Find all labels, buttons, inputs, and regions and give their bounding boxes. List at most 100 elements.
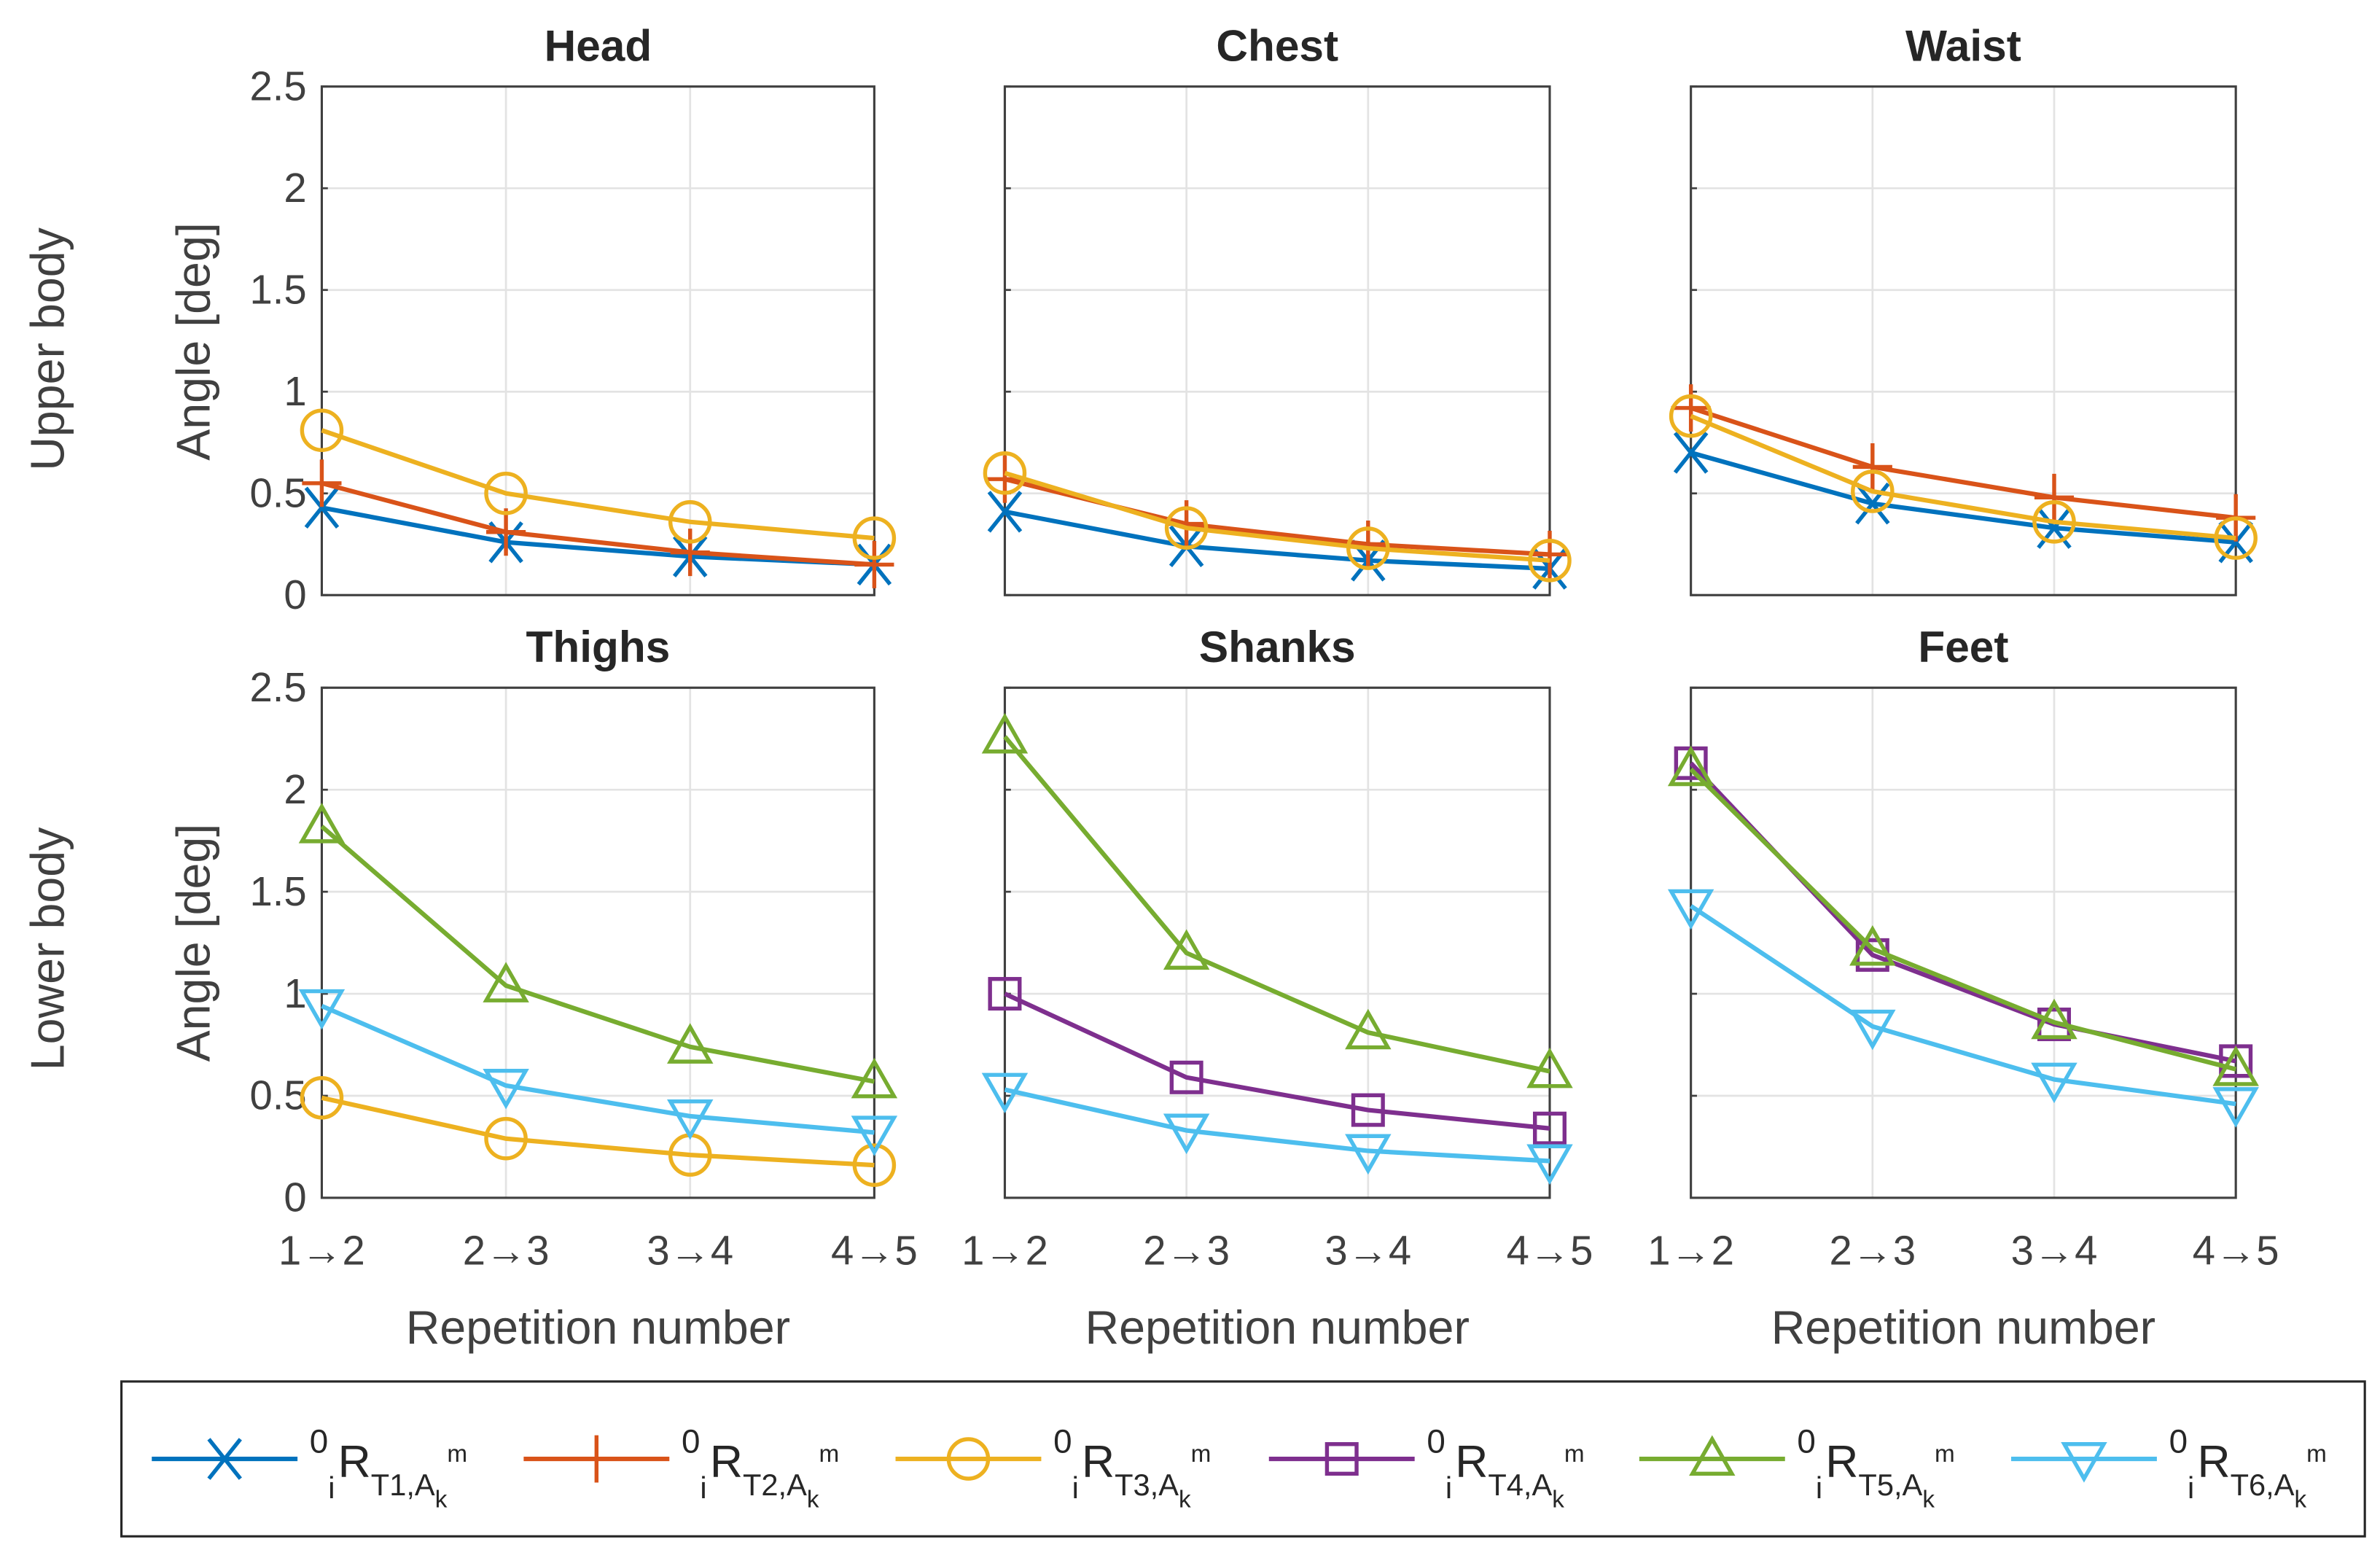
x-tick-label: 1→2 <box>278 1228 365 1274</box>
triangle-down-marker <box>1345 1134 1392 1175</box>
legend-subsub: k <box>1179 1487 1191 1514</box>
triangle-down-marker <box>1667 889 1714 930</box>
x-tick-label: 4→5 <box>2193 1228 2279 1274</box>
series-T3 <box>1669 394 2258 560</box>
subplot-title: Thighs <box>526 622 670 671</box>
series-line <box>1689 767 2236 1072</box>
plot-area <box>1004 86 1550 596</box>
legend-sup: m <box>2306 1441 2327 1468</box>
subplot-title: Chest <box>1216 20 1338 70</box>
subplot-title: Shanks <box>1199 622 1356 671</box>
legend-pre-sup: 0 <box>1053 1423 1072 1460</box>
y-tick-label: 2.5 <box>249 63 306 109</box>
square-marker <box>1532 1111 1567 1145</box>
legend-label: 0iRT5,Akm <box>1797 1423 1954 1514</box>
circle-marker <box>1528 539 1572 583</box>
x-tick-label: 4→5 <box>1507 1228 1593 1274</box>
triangle-up-marker <box>483 962 529 1002</box>
triangle-down-marker <box>2061 1442 2107 1483</box>
series-line <box>321 1095 875 1168</box>
triangle-down-marker <box>1849 1009 1896 1051</box>
series-line <box>1004 509 1550 572</box>
circle-marker <box>1669 394 1713 438</box>
axes-box <box>1690 686 2237 1199</box>
y-tick-label: 1.5 <box>249 868 306 914</box>
series-line <box>1690 413 2236 541</box>
axes-box <box>1003 85 1551 596</box>
plus-marker <box>577 1435 617 1483</box>
series-T3 <box>983 451 1572 583</box>
legend-subsub: k <box>1552 1487 1564 1514</box>
circle-marker <box>852 1143 897 1187</box>
series-line <box>320 825 875 1084</box>
legend-pre-sub: i <box>2188 1471 2194 1505</box>
series-T5 <box>981 712 1573 1088</box>
series-line <box>1004 470 1550 563</box>
series-line <box>1689 904 2236 1107</box>
series-T3 <box>300 1076 897 1187</box>
plus-marker <box>854 540 894 588</box>
legend-entry-T5: 0iRT5,Akm <box>1639 1423 1955 1514</box>
y-tick-label: 2.5 <box>249 664 306 710</box>
triangle-down-marker <box>851 1115 898 1156</box>
axes-box <box>1003 686 1551 1199</box>
plot-area <box>1690 688 2236 1198</box>
y-tick-label: 1 <box>284 368 306 414</box>
plus-marker <box>2034 473 2075 521</box>
legend-pre-sup: 0 <box>682 1423 700 1460</box>
series-T4 <box>988 977 1567 1145</box>
legend-label: 0iRT4,Akm <box>1427 1423 1584 1514</box>
subplot-title: Head <box>545 20 652 70</box>
circle-marker <box>983 451 1027 495</box>
triangle-up-marker <box>2212 1045 2259 1086</box>
legend-sub: T4,A <box>1488 1468 1552 1502</box>
x-tick-label: 3→4 <box>647 1228 733 1274</box>
subplot-thighs: 00.511.522.51→2 2→3 3→4 4→5ThighsRepetition… <box>249 622 917 1354</box>
circle-marker <box>946 1437 991 1481</box>
legend-pre-sub: i <box>1072 1471 1079 1505</box>
plus-marker <box>1852 443 1892 491</box>
x-axis-label: Repetition number <box>1771 1301 2155 1354</box>
legend-sub: T5,A <box>1858 1468 1922 1502</box>
legend-pre-sub: i <box>328 1471 335 1505</box>
subplot-title: Waist <box>1905 20 2021 70</box>
triangle-up-marker <box>851 1057 898 1099</box>
legend-sub: T1,A <box>371 1468 435 1502</box>
circle-marker <box>484 1116 528 1161</box>
plot-area <box>321 86 875 596</box>
triangle-down-marker <box>483 1068 529 1110</box>
series-line <box>321 480 875 567</box>
y-tick-label: 0 <box>284 572 306 618</box>
legend-pre-sub: i <box>1816 1471 1822 1505</box>
legend-entry-T2: 0iRT2,Akm <box>523 1423 839 1514</box>
axes-box <box>320 85 875 596</box>
legend-main: R <box>1082 1436 1115 1487</box>
circle-marker <box>2032 500 2076 544</box>
series-T2 <box>302 459 894 588</box>
x-tick-label: 2→3 <box>1829 1228 1916 1274</box>
subplot-title: Feet <box>1918 622 2008 671</box>
row-label-upper: Upper body <box>21 227 74 470</box>
legend-sup: m <box>819 1441 840 1468</box>
legend-main: R <box>1825 1436 1858 1487</box>
triangle-up-marker <box>1163 929 1210 970</box>
legend-pre-sup: 0 <box>1797 1423 1815 1460</box>
triangle-up-marker <box>981 712 1029 754</box>
x-tick-label: 4→5 <box>831 1228 918 1274</box>
legend-entry-T6: 0iRT6,Akm <box>2011 1423 2327 1514</box>
circle-marker <box>668 500 712 544</box>
triangle-down-marker <box>1163 1113 1210 1155</box>
legend-label: 0iRT6,Akm <box>2169 1423 2327 1514</box>
legend-subsub: k <box>435 1487 448 1514</box>
plot-area <box>1004 688 1550 1198</box>
plot-area <box>321 688 875 1198</box>
series-T2 <box>1671 384 2256 542</box>
legend-subsub: k <box>807 1487 819 1514</box>
x-tick-label: 2→3 <box>463 1228 550 1274</box>
subplot-feet: 1→2 2→3 3→4 4→5 Feet Repetition number <box>1647 622 2279 1354</box>
legend-entry-T4: 0iRT4,Akm <box>1268 1423 1585 1514</box>
circle-marker <box>1346 526 1390 570</box>
triangle-down-marker <box>667 1099 714 1140</box>
legend-sup: m <box>1564 1441 1585 1468</box>
